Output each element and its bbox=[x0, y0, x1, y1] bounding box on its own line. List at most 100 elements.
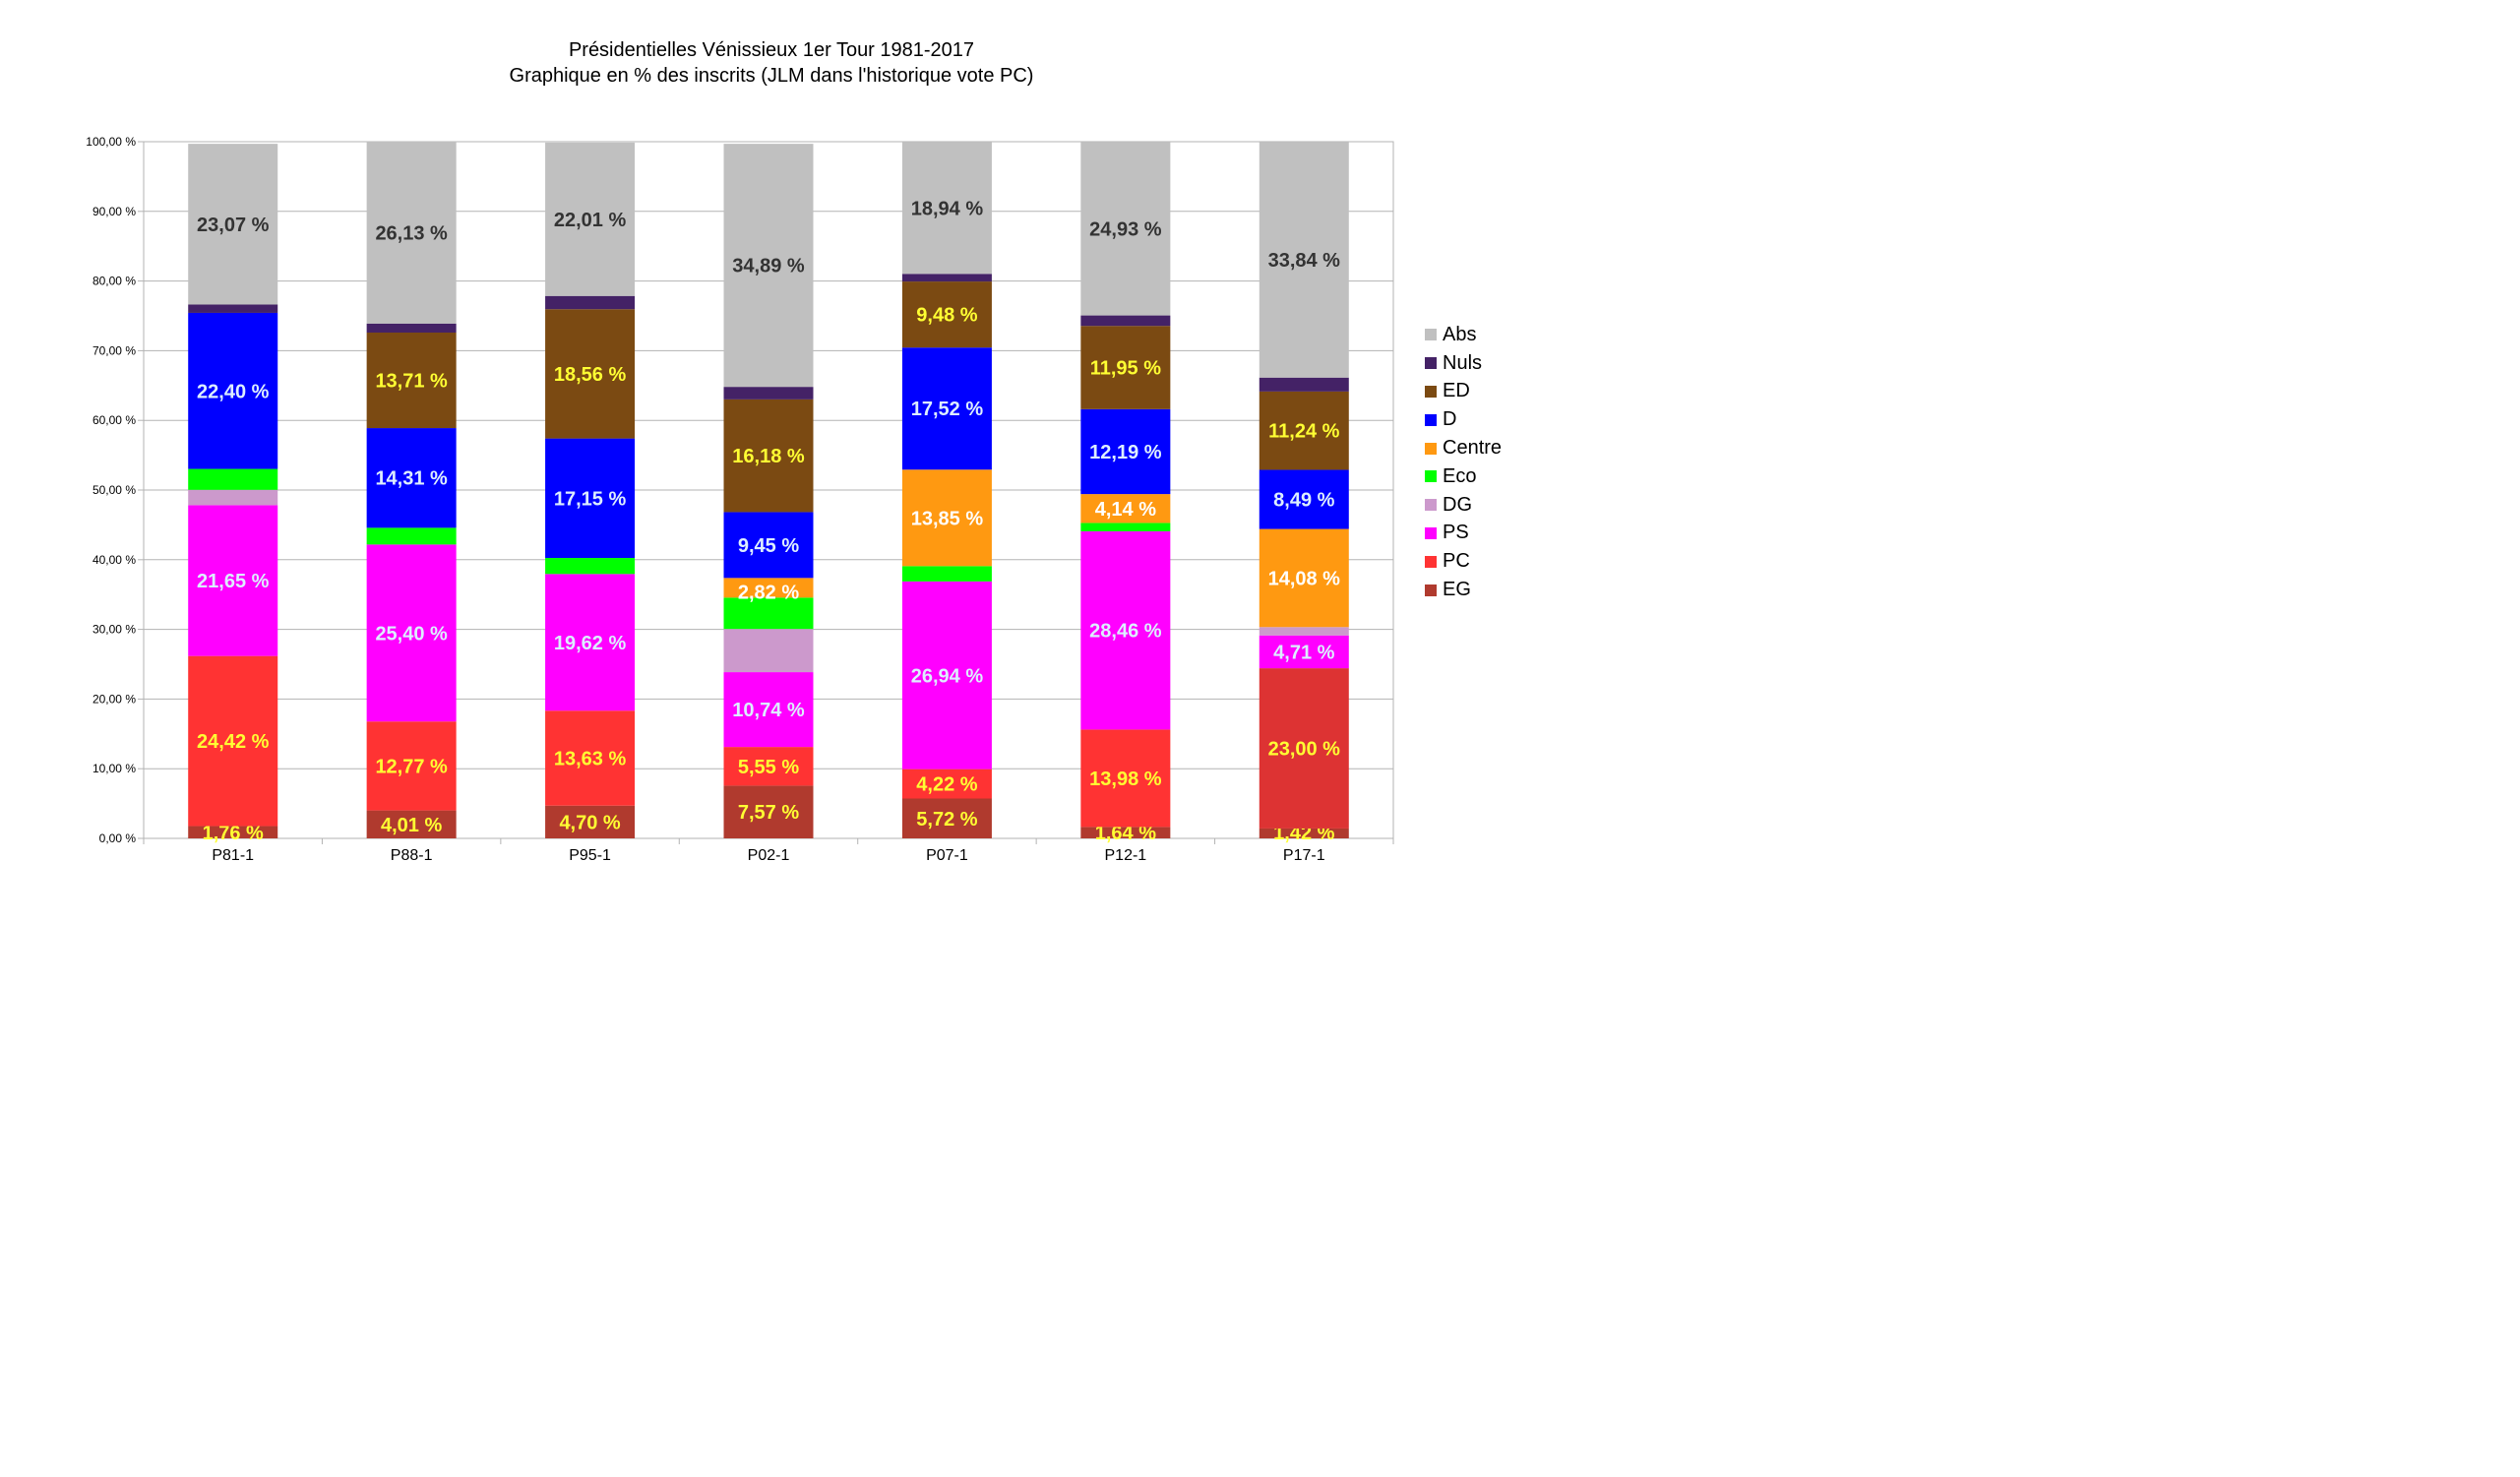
data-label-abs: 34,89 % bbox=[732, 256, 805, 277]
data-label-pc: 23,00 % bbox=[1268, 739, 1341, 761]
data-label-abs: 24,93 % bbox=[1089, 218, 1162, 240]
bar-segment-d bbox=[188, 312, 278, 469]
bar-segment-abs bbox=[545, 142, 636, 296]
chart-title: Présidentielles Vénissieux 1er Tour 1981… bbox=[568, 39, 975, 61]
data-label-centre: 2,82 % bbox=[738, 582, 799, 603]
legend-swatch bbox=[1425, 499, 1437, 512]
legend-label: Centre bbox=[1443, 437, 1503, 460]
data-label-d: 14,31 % bbox=[375, 468, 448, 490]
legend-item-eco: Eco bbox=[1425, 462, 1502, 491]
bar-segment-abs bbox=[188, 144, 278, 305]
bar-segment-ps bbox=[901, 581, 992, 769]
bar-segment-ps bbox=[1259, 635, 1349, 669]
bar-segment-eco bbox=[1080, 523, 1171, 531]
y-tick-label: 80,00 % bbox=[92, 275, 136, 288]
data-label-ps: 4,71 % bbox=[1273, 642, 1334, 663]
data-label-centre: 14,08 % bbox=[1268, 568, 1341, 589]
bar-segment-nuls bbox=[366, 323, 457, 333]
legend-swatch bbox=[1425, 442, 1437, 455]
bar-segment-dg bbox=[188, 489, 278, 506]
bar-segment-pc bbox=[188, 655, 278, 827]
data-label-eg: 7,57 % bbox=[738, 802, 799, 824]
bar-segment-pc bbox=[901, 769, 992, 799]
data-label-ed: 13,71 % bbox=[375, 371, 448, 393]
bar-segment-abs bbox=[1259, 142, 1349, 378]
bar-segment-nuls bbox=[1259, 377, 1349, 392]
legend-swatch bbox=[1425, 526, 1437, 539]
stacked-bar-chart: 0,00 % 10,00 % 20,00 % 30,00 % 40,00 % 50,00 … bbox=[86, 135, 1394, 864]
legend-item-centre: Centre bbox=[1425, 434, 1502, 462]
bar-segment-d bbox=[723, 512, 814, 579]
bar-segment-abs bbox=[1080, 142, 1171, 316]
data-label-d: 17,15 % bbox=[554, 488, 627, 510]
bar-segment-ps bbox=[1080, 530, 1171, 730]
data-label-ed: 18,56 % bbox=[554, 364, 627, 386]
bar-segment-eco bbox=[901, 566, 992, 582]
x-tick-label: P02-1 bbox=[748, 847, 790, 864]
bar-segment-d bbox=[901, 347, 992, 470]
data-label-pc: 5,55 % bbox=[738, 757, 799, 778]
data-label-abs: 18,94 % bbox=[911, 198, 984, 219]
y-tick-label: 50,00 % bbox=[92, 483, 136, 497]
data-label-ps: 26,94 % bbox=[911, 665, 984, 687]
legend-swatch bbox=[1425, 329, 1437, 341]
data-label-ed: 16,18 % bbox=[732, 446, 805, 467]
bar-segment-d bbox=[1259, 469, 1349, 529]
x-tick-label: P95-1 bbox=[569, 847, 611, 864]
bar-segment-centre bbox=[1080, 494, 1171, 523]
data-label-ps: 28,46 % bbox=[1089, 621, 1162, 643]
data-label-ps: 19,62 % bbox=[554, 633, 627, 654]
data-label-d: 17,52 % bbox=[911, 399, 984, 420]
legend-item-nuls: Nuls bbox=[1425, 349, 1502, 378]
bar-segment-eg bbox=[545, 805, 636, 838]
legend-label: DG bbox=[1443, 493, 1472, 516]
bar-segment-d bbox=[1080, 408, 1171, 495]
chart-subtitle: Graphique en % des inscrits (JLM dans l'… bbox=[509, 65, 1034, 87]
legend-item-pc: PC bbox=[1425, 547, 1502, 576]
data-label-eg: 4,70 % bbox=[559, 812, 620, 833]
bar-segment-abs bbox=[723, 144, 814, 388]
y-tick-label: 60,00 % bbox=[92, 413, 136, 427]
bar-segment-nuls bbox=[545, 295, 636, 310]
legend-swatch bbox=[1425, 385, 1437, 398]
bar-segment-abs bbox=[901, 142, 992, 275]
x-tick-label: P88-1 bbox=[391, 847, 433, 864]
legend-item-eg: EG bbox=[1425, 576, 1502, 604]
data-label-abs: 33,84 % bbox=[1268, 250, 1341, 272]
legend-swatch bbox=[1425, 413, 1437, 426]
bar-segment-pc bbox=[545, 710, 636, 806]
data-label-abs: 22,01 % bbox=[554, 210, 627, 231]
bar-segment-eco bbox=[366, 527, 457, 545]
data-label-d: 8,49 % bbox=[1273, 490, 1334, 512]
data-label-ps: 21,65 % bbox=[197, 571, 270, 592]
y-tick-label: 90,00 % bbox=[92, 205, 136, 218]
data-label-ed: 11,24 % bbox=[1268, 421, 1340, 443]
legend-swatch bbox=[1425, 357, 1437, 370]
data-label-pc: 12,77 % bbox=[375, 756, 448, 777]
y-tick-label: 10,00 % bbox=[92, 762, 136, 775]
data-label-centre: 4,14 % bbox=[1095, 499, 1156, 521]
data-label-eg: 1,76 % bbox=[203, 823, 264, 844]
legend-swatch bbox=[1425, 555, 1437, 568]
bar-segment-ed bbox=[1080, 326, 1171, 409]
legend-label: D bbox=[1443, 408, 1457, 431]
x-tick-label: P07-1 bbox=[926, 847, 968, 864]
bar-segment-ps bbox=[366, 544, 457, 722]
data-label-abs: 26,13 % bbox=[375, 222, 448, 244]
legend-swatch bbox=[1425, 470, 1437, 483]
bar-segment-eg bbox=[901, 798, 992, 838]
data-label-eg: 4,01 % bbox=[381, 815, 442, 836]
data-label-ps: 25,40 % bbox=[375, 623, 448, 645]
bar-segment-eg bbox=[1259, 828, 1349, 838]
bar-segment-nuls bbox=[188, 304, 278, 313]
bar-segment-dg bbox=[1259, 627, 1349, 636]
data-label-abs: 23,07 % bbox=[197, 215, 270, 236]
bar-segment-ps bbox=[723, 672, 814, 748]
chart-legend: Abs Nuls ED D Centre Eco DG PS PC EG bbox=[1425, 321, 1502, 604]
bar-segment-eg bbox=[366, 810, 457, 838]
legend-label: PC bbox=[1443, 550, 1470, 573]
y-tick-label: 70,00 % bbox=[92, 343, 136, 357]
bar-segment-pc bbox=[366, 721, 457, 811]
x-tick-label: P12-1 bbox=[1105, 847, 1147, 864]
x-tick-label: P81-1 bbox=[212, 847, 254, 864]
